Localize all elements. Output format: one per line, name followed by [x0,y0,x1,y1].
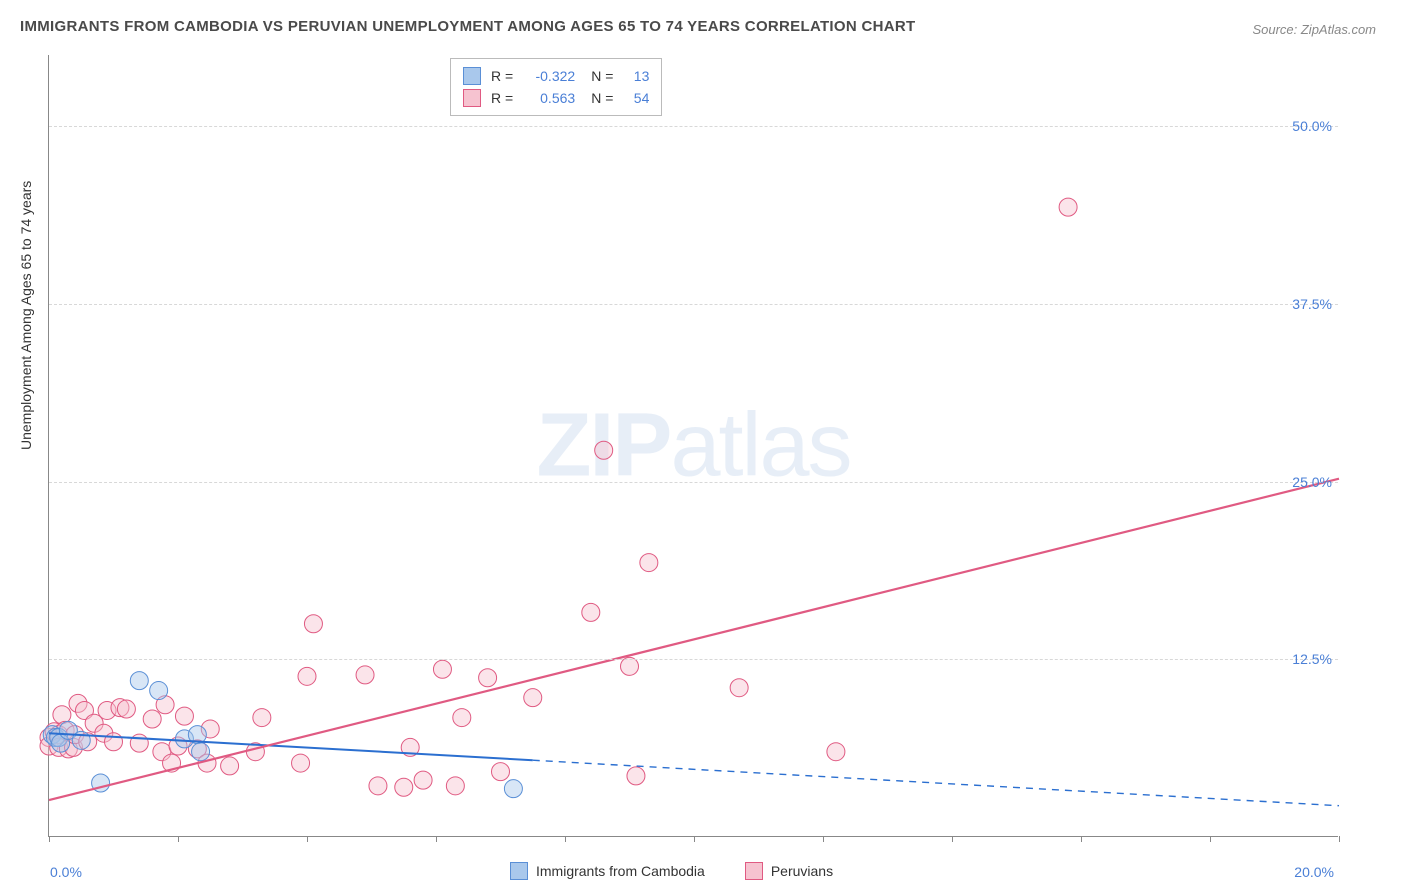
data-point [1059,198,1077,216]
data-point [479,669,497,687]
data-point [356,666,374,684]
chart-title: IMMIGRANTS FROM CAMBODIA VS PERUVIAN UNE… [20,18,915,35]
trend-line [533,760,1339,805]
legend-swatch [510,862,528,880]
x-tick [436,836,437,842]
legend-item: Peruvians [745,862,833,880]
gridline [49,304,1338,305]
x-tick [307,836,308,842]
data-point [192,743,210,761]
r-label: R = [491,68,513,84]
data-point [627,767,645,785]
data-point [221,757,239,775]
correlation-legend: R = -0.322 N = 13 R = 0.563 N = 54 [450,58,662,116]
data-point [433,660,451,678]
data-point [827,743,845,761]
data-point [369,777,387,795]
gridline [49,126,1338,127]
data-point [117,700,135,718]
x-tick [49,836,50,842]
y-tick-label: 25.0% [1292,474,1332,490]
data-point [492,763,510,781]
data-point [414,771,432,789]
gridline [49,482,1338,483]
x-tick [823,836,824,842]
legend-swatch [463,89,481,107]
series-legend: Immigrants from Cambodia Peruvians [510,862,833,880]
data-point [253,709,271,727]
scatter-svg [49,55,1338,836]
legend-label: Peruvians [771,863,833,879]
legend-row: R = 0.563 N = 54 [463,87,649,109]
source-label: Source: ZipAtlas.com [1252,22,1376,37]
x-tick [1210,836,1211,842]
y-axis-label: Unemployment Among Ages 65 to 74 years [18,181,34,450]
y-tick-label: 50.0% [1292,118,1332,134]
x-tick [1081,836,1082,842]
n-value: 13 [623,68,649,84]
n-value: 54 [623,90,649,106]
data-point [304,615,322,633]
x-tick [952,836,953,842]
data-point [453,709,471,727]
gridline [49,659,1338,660]
y-tick-label: 37.5% [1292,296,1332,312]
x-tick [694,836,695,842]
data-point [504,780,522,798]
data-point [595,441,613,459]
y-tick-label: 12.5% [1292,651,1332,667]
data-point [640,554,658,572]
legend-row: R = -0.322 N = 13 [463,65,649,87]
data-point [292,754,310,772]
data-point [395,778,413,796]
x-tick [1339,836,1340,842]
r-value: 0.563 [523,90,575,106]
r-label: R = [491,90,513,106]
data-point [130,672,148,690]
data-point [730,679,748,697]
n-label: N = [591,90,613,106]
x-axis-end-label: 20.0% [1294,864,1334,880]
data-point [130,734,148,752]
trend-line [49,479,1339,800]
legend-item: Immigrants from Cambodia [510,862,705,880]
data-point [298,667,316,685]
x-tick [178,836,179,842]
legend-swatch [745,862,763,880]
data-point [150,682,168,700]
r-value: -0.322 [523,68,575,84]
data-point [143,710,161,728]
data-point [446,777,464,795]
data-point [175,707,193,725]
data-point [524,689,542,707]
legend-label: Immigrants from Cambodia [536,863,705,879]
x-tick [565,836,566,842]
chart-plot-area: ZIPatlas 12.5%25.0%37.5%50.0% [48,55,1338,837]
x-axis-start-label: 0.0% [50,864,82,880]
n-label: N = [591,68,613,84]
data-point [582,603,600,621]
data-point [105,733,123,751]
legend-swatch [463,67,481,85]
